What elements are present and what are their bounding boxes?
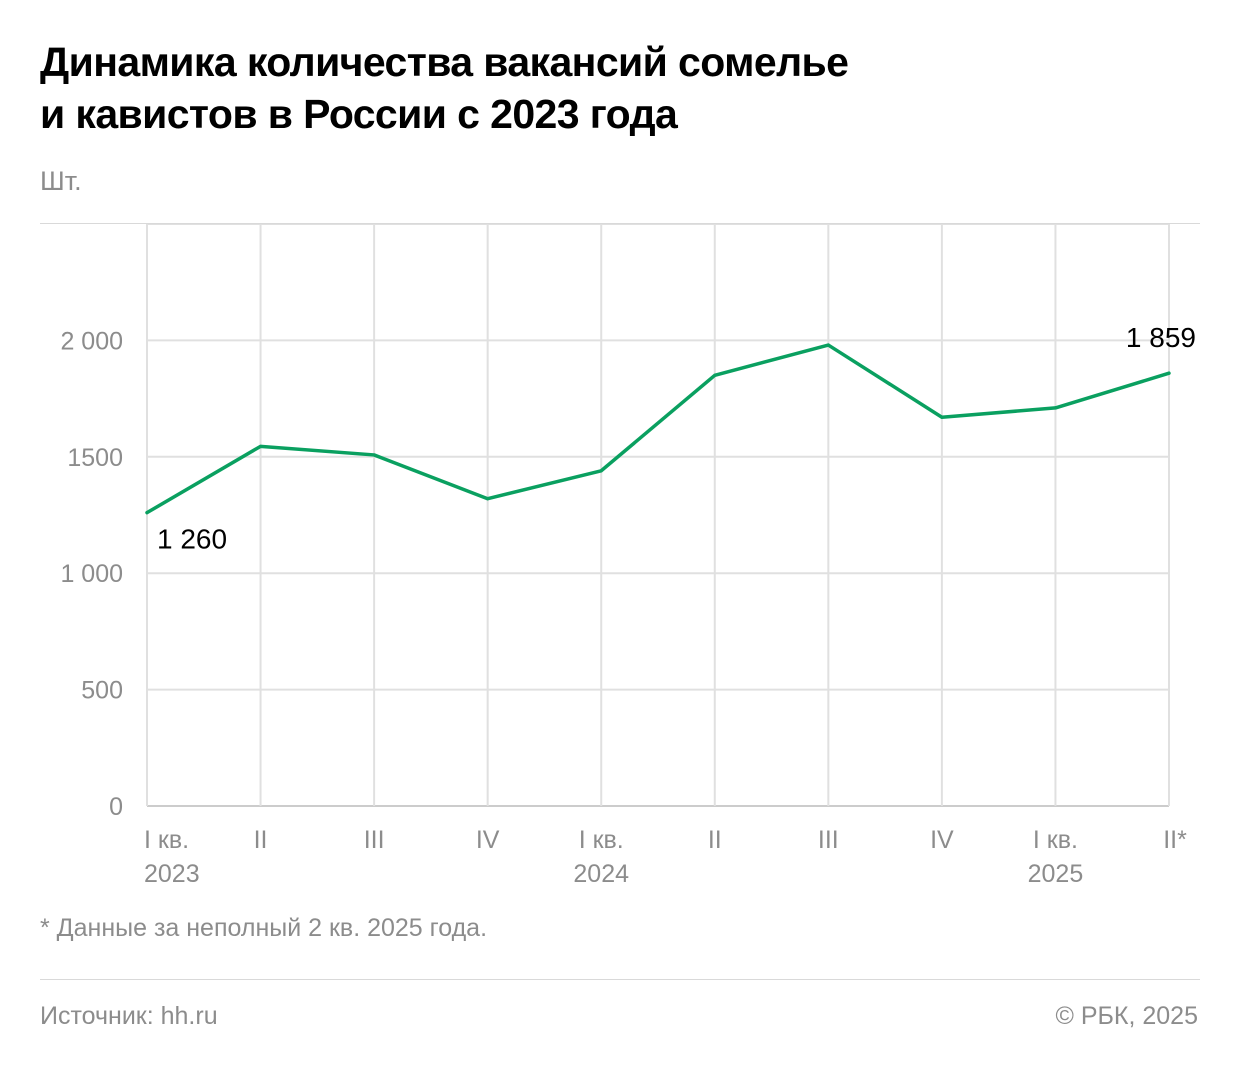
data-label-0: 1 260: [157, 524, 227, 555]
vertical-gridlines: [146, 224, 1170, 806]
footnote: * Данные за неполный 2 кв. 2025 года.: [40, 914, 488, 942]
data-labels: 1 260 1 859: [157, 322, 1196, 554]
bottom-divider: [40, 979, 1200, 980]
source-label: Источник: hh.ru: [40, 1002, 218, 1030]
data-point-7: [940, 415, 944, 419]
y-tick-label-0: 0: [109, 793, 123, 821]
x-tick-label-4: I кв. 2024: [573, 826, 629, 888]
x-tick-label-2: III: [364, 826, 385, 854]
data-point-0: [145, 511, 149, 515]
x-tick-label-8: I кв. 2025: [1028, 826, 1084, 888]
x-tick-label-7: IV: [930, 826, 954, 854]
unit-label: Шт.: [40, 166, 82, 196]
data-label-1: 1 859: [1126, 322, 1196, 353]
x-tick-label-9: II*: [1163, 826, 1187, 854]
title-line-1: Динамика количества вакансий сомелье: [40, 39, 849, 85]
title-line-2: и кавистов в России с 2023 года: [40, 91, 678, 137]
y-tick-labels: 0 500 1 000 1500 2 000: [60, 327, 123, 821]
x-tick-label-6: III: [818, 826, 839, 854]
horizontal-gridlines: [147, 224, 1169, 807]
data-point-6: [826, 343, 830, 347]
data-point-5: [713, 373, 717, 377]
series-group: [145, 343, 1171, 515]
x-tick-label-0: I кв. 2023: [144, 826, 200, 888]
y-tick-label-1: 500: [81, 677, 123, 705]
data-point-3: [486, 497, 490, 501]
copyright-label: © РБК, 2025: [1055, 1002, 1198, 1030]
y-tick-label-2: 1 000: [60, 560, 123, 588]
y-tick-label-3: 1500: [67, 444, 123, 472]
x-tick-label-5: II: [708, 826, 722, 854]
data-point-9: [1167, 371, 1171, 375]
chart-title: Динамика количества вакансий сомелье и к…: [40, 36, 1200, 140]
data-point-1: [259, 444, 263, 448]
x-tick-label-3: IV: [476, 826, 500, 854]
series-line-0: [145, 343, 1171, 515]
y-tick-label-4: 2 000: [60, 327, 123, 355]
x-tick-label-1: II: [254, 826, 268, 854]
data-point-4: [599, 469, 603, 473]
data-point-2: [372, 453, 376, 457]
data-point-8: [1053, 406, 1057, 410]
